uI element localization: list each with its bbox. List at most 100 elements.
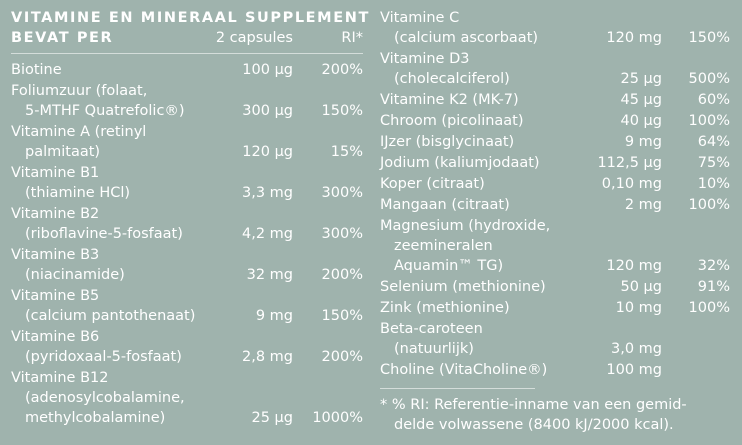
ingredient-row: Vitamine B1 (thiamine HCl) 3,3 mg 300% <box>11 163 363 203</box>
ingredient-name: Mangaan (citraat) <box>380 197 510 213</box>
ingredient-amount: 3,0 mg <box>611 341 662 357</box>
ingredient-name: (calcium pantothenaat) <box>25 308 196 324</box>
ingredient-amount: 100 mg <box>606 362 662 378</box>
ingredient-ri: 60% <box>697 92 730 108</box>
ingredient-name: Vitamine B5 <box>11 288 100 304</box>
ingredient-ri: 150% <box>321 103 363 119</box>
ingredient-name: Vitamine B3 <box>11 247 100 263</box>
ingredient-row: Vitamine B5 (calcium pantothenaat) 9 mg 150… <box>11 286 363 326</box>
ingredient-amount: 32 mg <box>246 267 293 283</box>
amount-column-header: 2 capsules <box>215 30 293 46</box>
ingredient-name: IJzer (bisglycinaat) <box>380 134 515 150</box>
ingredient-name: Jodium (kaliumjodaat) <box>380 155 540 171</box>
ingredient-row: Jodium (kaliumjodaat) 112,5 µg 75% <box>380 153 730 173</box>
ingredient-name: (pyridoxaal-5-fosfaat) <box>25 349 182 365</box>
ingredient-ri: 300% <box>321 185 363 201</box>
header-divider <box>11 53 363 54</box>
ingredient-row: Foliumzuur (folaat, 5-MTHF Quatrefolic®) 3… <box>11 81 363 121</box>
ingredient-ri: 100% <box>688 197 730 213</box>
ingredient-name: Beta-caroteen <box>380 321 483 337</box>
ingredient-ri: 64% <box>697 134 730 150</box>
ingredient-row: Selenium (methionine) 50 µg 91% <box>380 277 730 297</box>
footnote: * % RI: Referentie-inname van een gemid-… <box>380 395 730 435</box>
ingredient-row: Vitamine B12 (adenosylcobalamine, methylco… <box>11 368 363 428</box>
ingredient-ri: 200% <box>321 267 363 283</box>
ingredient-ri: 200% <box>321 62 363 78</box>
ingredient-name: Vitamine B2 <box>11 206 100 222</box>
ingredient-name: Choline (VitaCholine®) <box>380 362 548 378</box>
ingredient-amount: 4,2 mg <box>242 226 293 242</box>
ingredient-ri: 75% <box>697 155 730 171</box>
ingredient-row: IJzer (bisglycinaat) 9 mg 64% <box>380 132 730 152</box>
ingredient-ri: 91% <box>697 279 730 295</box>
ingredient-amount: 120 mg <box>606 258 662 274</box>
ingredient-ri: 15% <box>330 144 363 160</box>
ingredient-name: Biotine <box>11 62 62 78</box>
ingredient-name: (riboflavine-5-fosfaat) <box>25 226 183 242</box>
ingredient-name: Koper (citraat) <box>380 176 485 192</box>
ingredient-amount: 40 µg <box>620 113 663 129</box>
ingredient-row: Vitamine K2 (MK-7) 45 µg 60% <box>380 90 730 110</box>
ingredient-name: (calcium ascorbaat) <box>394 30 539 46</box>
contains-per-heading: BEVAT PER <box>11 30 114 46</box>
ingredient-name: (adenosylcobalamine, <box>25 390 185 406</box>
ingredient-ri: 150% <box>321 308 363 324</box>
left-ingredient-list: Biotine 100 µg 200% Foliumzuur (folaat, 5-MT… <box>11 60 363 428</box>
ingredient-row: Mangaan (citraat) 2 mg 100% <box>380 195 730 215</box>
table-header: BEVAT PER 2 capsules RI* <box>11 28 363 48</box>
right-column: Vitamine C (calcium ascorbaat) 120 mg 150% V… <box>380 8 730 435</box>
ingredient-row: Magnesium (hydroxide, zeemineralen Aquamin… <box>380 216 730 276</box>
ingredient-row: Choline (VitaCholine®) 100 mg <box>380 360 730 380</box>
ingredient-ri: 150% <box>688 30 730 46</box>
ingredient-name: zeemineralen <box>394 238 493 254</box>
ingredient-name: (cholecalciferol) <box>394 71 510 87</box>
ingredient-ri: 32% <box>697 258 730 274</box>
ingredient-name: Vitamine D3 <box>380 51 470 67</box>
ingredient-amount: 300 µg <box>242 103 293 119</box>
ingredient-row: Koper (citraat) 0,10 mg 10% <box>380 174 730 194</box>
right-ingredient-list: Vitamine C (calcium ascorbaat) 120 mg 150% V… <box>380 8 730 380</box>
ingredient-amount: 45 µg <box>620 92 663 108</box>
ingredient-row: Vitamine B6 (pyridoxaal-5-fosfaat) 2,8 mg 2… <box>11 327 363 367</box>
ingredient-name: Vitamine B12 <box>11 370 109 386</box>
ingredient-amount: 10 mg <box>615 300 662 316</box>
ingredient-name: (natuurlijk) <box>394 341 474 357</box>
ingredient-name: Vitamine K2 (MK-7) <box>380 92 519 108</box>
footnote-line-1: * % RI: Referentie-inname van een gemid- <box>380 397 687 413</box>
ingredient-row: Vitamine B3 (niacinamide) 32 mg 200% <box>11 245 363 285</box>
ingredient-amount: 120 mg <box>606 30 662 46</box>
ingredient-row: Zink (methionine) 10 mg 100% <box>380 298 730 318</box>
ingredient-ri: 300% <box>321 226 363 242</box>
ingredient-ri: 200% <box>321 349 363 365</box>
ingredient-amount: 9 mg <box>624 134 662 150</box>
ingredient-row: Vitamine A (retinyl palmitaat) 120 µg 15% <box>11 122 363 162</box>
ingredient-amount: 9 mg <box>255 308 293 324</box>
footnote-line-2: delde volwassene (8400 kJ/2000 kcal). <box>394 417 674 433</box>
ingredient-row: Beta-caroteen (natuurlijk) 3,0 mg <box>380 319 730 359</box>
ingredient-name: 5-MTHF Quatrefolic®) <box>25 103 185 119</box>
ingredient-name: Vitamine C <box>380 10 460 26</box>
ingredient-name: Magnesium (hydroxide, <box>380 218 551 234</box>
ingredient-amount: 50 µg <box>620 279 663 295</box>
ingredient-row: Vitamine D3 (cholecalciferol) 25 µg 500% <box>380 49 730 89</box>
ingredient-amount: 100 µg <box>242 62 293 78</box>
ingredient-row: Vitamine C (calcium ascorbaat) 120 mg 150% <box>380 8 730 48</box>
ingredient-ri: 10% <box>697 176 730 192</box>
ingredient-ri: 100% <box>688 300 730 316</box>
ingredient-name: (niacinamide) <box>25 267 125 283</box>
ingredient-amount: 3,3 mg <box>242 185 293 201</box>
ingredient-name: Zink (methionine) <box>380 300 510 316</box>
ingredient-ri: 100% <box>688 113 730 129</box>
ingredient-name: Foliumzuur (folaat, <box>11 83 148 99</box>
ingredient-name: Vitamine A (retinyl <box>11 124 147 140</box>
ingredient-amount: 2,8 mg <box>242 349 293 365</box>
ingredient-name: Vitamine B6 <box>11 329 100 345</box>
footnote-divider <box>380 388 535 389</box>
ingredient-amount: 25 µg <box>251 410 294 426</box>
ingredient-amount: 0,10 mg <box>601 176 662 192</box>
ingredient-row: Vitamine B2 (riboflavine-5-fosfaat) 4,2 mg… <box>11 204 363 244</box>
ingredient-name: Selenium (methionine) <box>380 279 546 295</box>
ingredient-amount: 120 µg <box>242 144 293 160</box>
ingredient-ri: 500% <box>688 71 730 87</box>
ingredient-name: methylcobalamine) <box>25 410 166 426</box>
